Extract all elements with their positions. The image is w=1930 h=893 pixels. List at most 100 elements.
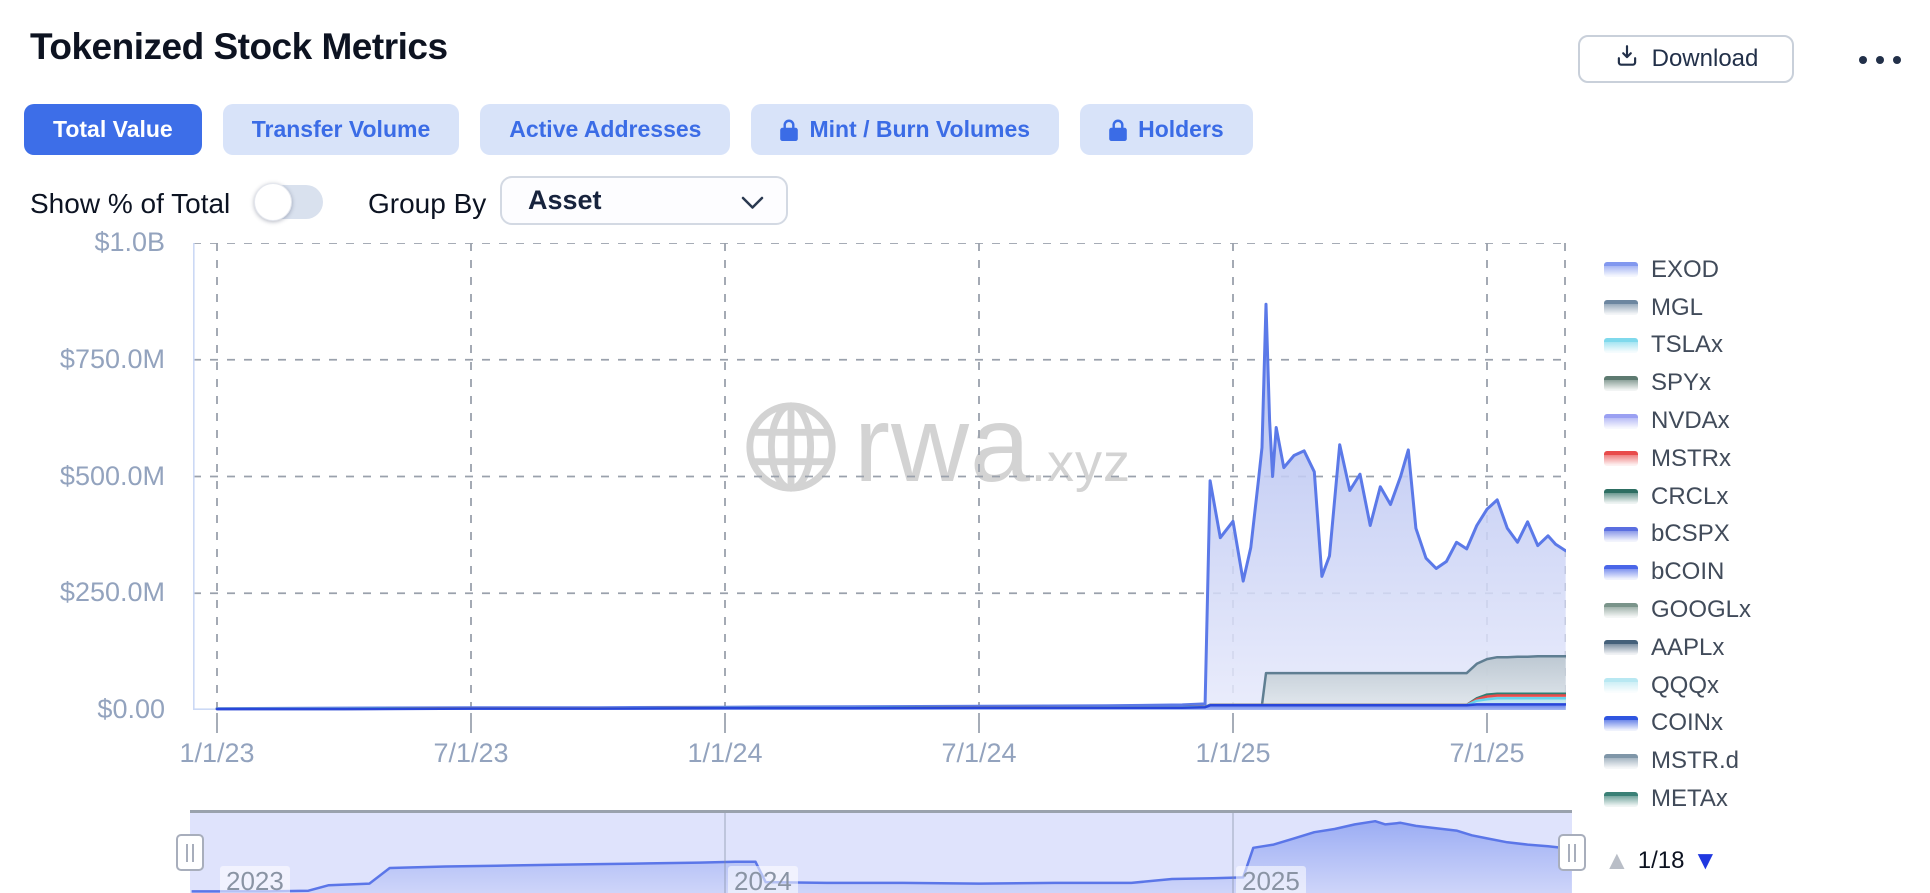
y-axis-label: $1.0B [94,227,165,257]
watermark-suffix: .xyz [1031,433,1132,493]
tab-active-addresses[interactable]: Active Addresses [480,104,731,155]
legend-item-metax[interactable]: METAx [1604,780,1751,818]
legend-swatch [1604,375,1638,391]
globe-icon [746,402,836,492]
x-axis-label: 7/1/24 [941,738,1017,768]
legend-label: TSLAx [1651,331,1724,359]
legend-pager: ▲ 1/18 ▼ [1604,845,1718,876]
legend-item-qqqx[interactable]: QQQx [1604,667,1751,705]
rwa-watermark: rwa .xyz [742,390,1131,498]
legend-label: AAPLx [1651,633,1725,661]
navigator-year-gridline [1232,813,1234,893]
download-icon [1614,43,1640,76]
legend-item-mstrx[interactable]: MSTRx [1604,440,1751,478]
legend-item-crclx[interactable]: CRCLx [1604,478,1751,516]
legend-label: MGL [1651,293,1704,321]
legend-item-mgl[interactable]: MGL [1604,289,1751,327]
main-chart[interactable] [193,243,1566,735]
legend-swatch [1604,715,1638,731]
legend-item-spyx[interactable]: SPYx [1604,364,1751,402]
legend-item-googlx[interactable]: GOOGLx [1604,591,1751,629]
show-percent-label: Show % of Total [30,188,231,219]
tab-label: Transfer Volume [251,116,431,142]
lock-icon [1109,119,1127,141]
tab-mint-burn-volumes[interactable]: Mint / Burn Volumes [751,104,1060,155]
toggle-knob [254,183,292,221]
legend-item-coinx[interactable]: COINx [1604,705,1751,743]
tab-label: Total Value [53,116,173,142]
x-axis-label: 1/1/25 [1195,738,1271,768]
chevron-down-icon [741,196,764,209]
more-options-icon [1876,56,1884,64]
y-axis-label: $0.00 [97,694,165,724]
tab-total-value[interactable]: Total Value [24,104,202,155]
y-axis-label: $500.0M [59,460,165,491]
group-by-value: Asset [528,185,602,215]
legend-swatch [1604,791,1638,807]
watermark-brand: rwa [854,383,1032,504]
tab-label: Active Addresses [509,116,702,142]
legend-page-indicator: 1/18 [1637,846,1685,874]
show-percent-toggle[interactable] [254,183,323,221]
navigator-right-handle[interactable] [1558,834,1586,871]
metric-tabs: Total Value Transfer Volume Active Address… [24,104,1253,155]
legend-swatch [1604,262,1638,278]
legend-label: bCOIN [1651,558,1725,586]
x-axis-label: 7/1/23 [433,738,509,768]
legend-item-exod[interactable]: EXOD [1604,251,1751,289]
legend-page-up-icon[interactable]: ▲ [1604,845,1630,875]
more-options-button[interactable] [1842,42,1918,78]
legend-swatch [1604,300,1638,316]
legend-label: MSTRx [1651,444,1731,472]
legend-swatch [1604,489,1638,505]
legend-label: COINx [1651,709,1723,737]
legend-label: EXOD [1651,255,1720,283]
legend-item-bcspx[interactable]: bCSPX [1604,516,1751,554]
time-range-navigator[interactable]: 2023 2024 2025 [176,810,1586,893]
legend-item-mstr-d[interactable]: MSTR.d [1604,742,1751,780]
legend-swatch [1604,451,1638,467]
legend-swatch [1604,337,1638,353]
legend-label: GOOGLx [1651,596,1752,624]
navigator-year-label: 2025 [1236,866,1306,893]
more-options-icon [1859,56,1867,64]
group-by-select[interactable]: Asset [500,176,788,225]
legend-item-tslax[interactable]: TSLAx [1604,327,1751,365]
legend-label: bCSPX [1651,520,1730,548]
legend-page-down-icon[interactable]: ▼ [1692,845,1719,875]
legend-item-aaplx[interactable]: AAPLx [1604,629,1751,667]
tab-label: Mint / Burn Volumes [809,116,1031,142]
legend-item-bcoin[interactable]: bCOIN [1604,553,1751,591]
legend-swatch [1604,564,1638,580]
legend-swatch [1604,678,1638,694]
legend-item-nvdax[interactable]: NVDAx [1604,402,1751,440]
x-axis-label: 7/1/25 [1449,738,1525,768]
legend-swatch [1604,413,1638,429]
tab-label: Holders [1138,116,1224,142]
legend-swatch [1604,526,1638,542]
navigator-chart[interactable] [190,813,1572,893]
download-button[interactable]: Download [1578,35,1794,83]
x-axis-label: 1/1/23 [179,738,255,768]
area-exod [217,304,1566,710]
legend-swatch [1604,640,1638,656]
navigator-left-handle[interactable] [176,834,204,871]
navigator-year-gridline [724,813,726,893]
navigator-year-label: 2023 [220,866,290,893]
y-axis-label: $750.0M [59,343,165,374]
legend-label: QQQx [1651,671,1720,699]
navigator-year-label: 2024 [728,866,798,893]
tab-transfer-volume[interactable]: Transfer Volume [222,104,460,155]
group-by-label: Group By [368,188,487,219]
legend-swatch [1604,753,1638,769]
legend-label: SPYx [1651,369,1712,397]
page-title: Tokenized Stock Metrics [30,26,448,67]
tab-holders[interactable]: Holders [1080,104,1253,155]
legend-label: CRCLx [1651,482,1729,510]
legend-label: METAx [1651,785,1728,813]
x-axis-label: 1/1/24 [687,738,763,768]
legend-swatch [1604,602,1638,618]
chart-legend: EXOD MGL TSLAx SPYx NVDAx MSTRx CRCLx bCSPX bCOI… [1604,251,1751,818]
download-label: Download [1651,45,1759,72]
